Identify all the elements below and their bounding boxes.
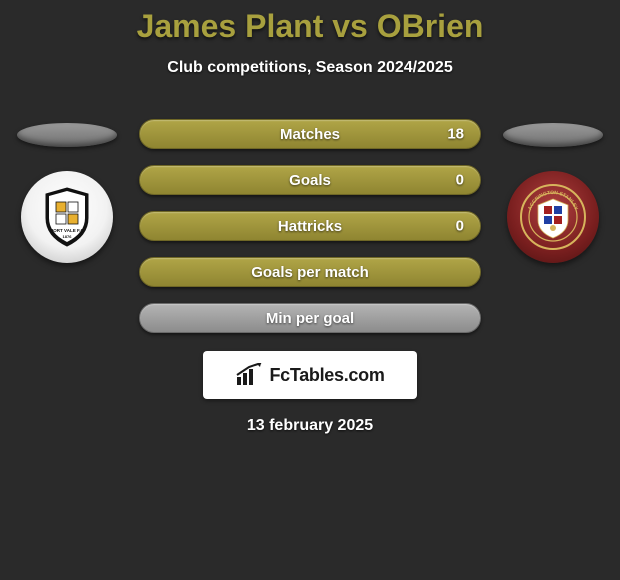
stat-row-hattricks: Hattricks 0: [139, 211, 481, 241]
stat-value-right: 0: [456, 172, 464, 189]
stat-label: Hattricks: [278, 218, 342, 235]
page-title: James Plant vs OBrien: [0, 8, 620, 45]
stat-row-min-per-goal: Min per goal: [139, 303, 481, 333]
left-club-crest: PORT VALE F.C 1876: [21, 171, 113, 263]
stat-label: Goals: [289, 172, 331, 189]
watermark-badge: FcTables.com: [203, 351, 417, 399]
comparison-body: PORT VALE F.C 1876 Matches 18 Goals 0 Ha…: [0, 119, 620, 333]
stat-label: Matches: [280, 126, 340, 143]
svg-text:1876: 1876: [63, 234, 73, 239]
right-club-crest: ACCRINGTON STANLEY: [507, 171, 599, 263]
watermark-text: FcTables.com: [269, 365, 384, 386]
right-player-name-pill: [503, 123, 603, 147]
stat-label: Min per goal: [266, 310, 354, 327]
stat-label: Goals per match: [251, 264, 369, 281]
comparison-card: James Plant vs OBrien Club competitions,…: [0, 0, 620, 435]
footer-date: 13 february 2025: [0, 417, 620, 435]
svg-text:PORT VALE F.C: PORT VALE F.C: [50, 228, 84, 233]
stat-value-right: 18: [447, 126, 464, 143]
stat-row-goals: Goals 0: [139, 165, 481, 195]
stat-row-matches: Matches 18: [139, 119, 481, 149]
left-player-column: PORT VALE F.C 1876: [17, 119, 117, 263]
left-player-name-pill: [17, 123, 117, 147]
accrington-stanley-crest-icon: ACCRINGTON STANLEY: [518, 182, 588, 252]
right-player-column: ACCRINGTON STANLEY: [503, 119, 603, 263]
fctables-logo-icon: [235, 363, 263, 387]
page-subtitle: Club competitions, Season 2024/2025: [0, 59, 620, 77]
stat-value-right: 0: [456, 218, 464, 235]
stat-row-goals-per-match: Goals per match: [139, 257, 481, 287]
port-vale-crest-icon: PORT VALE F.C 1876: [32, 182, 102, 252]
stats-panel: Matches 18 Goals 0 Hattricks 0 Goals per…: [139, 119, 481, 333]
